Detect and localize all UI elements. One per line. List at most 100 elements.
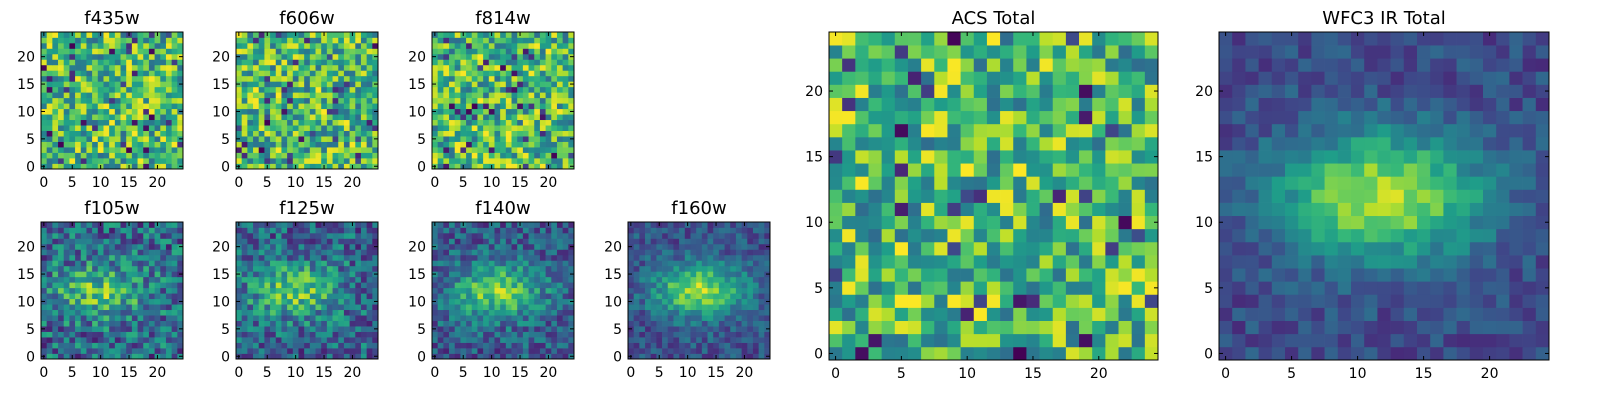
heatmap-cell: [973, 228, 988, 243]
heatmap-cell: [551, 152, 558, 159]
heatmap-cell: [332, 232, 339, 239]
heatmap-cell: [281, 119, 288, 126]
heatmap-cell: [52, 136, 59, 142]
heatmap-cell: [109, 103, 116, 110]
heatmap-cell: [488, 337, 495, 343]
heatmap-cell: [253, 92, 260, 99]
heatmap-cell: [437, 260, 444, 267]
heatmap-cell: [92, 260, 99, 267]
heatmap-cell: [103, 276, 110, 283]
heatmap-cell: [437, 238, 444, 245]
heatmap-cell: [483, 103, 490, 110]
heatmap-cell: [258, 282, 265, 289]
heatmap-cell: [287, 70, 294, 77]
heatmap-cell: [275, 163, 282, 170]
heatmap-cell: [673, 249, 680, 256]
heatmap-cell: [921, 320, 935, 335]
heatmap-cell: [1065, 189, 1080, 203]
heatmap-cell: [41, 92, 48, 99]
heatmap-cell: [545, 141, 552, 148]
heatmap-cell: [443, 114, 450, 121]
heatmap-cell: [366, 271, 373, 278]
heatmap-cell: [528, 158, 535, 164]
heatmap-cell: [517, 103, 524, 110]
heatmap-cell: [103, 326, 110, 332]
heatmap-cell: [724, 227, 731, 234]
heatmap-cell: [466, 152, 473, 159]
heatmap-cell: [349, 70, 356, 77]
heatmap-cell: [505, 152, 512, 159]
heatmap-cell: [258, 130, 265, 137]
heatmap-cell: [633, 326, 640, 332]
heatmap-cell: [466, 53, 473, 60]
heatmap-cell: [539, 227, 546, 234]
heatmap-cell: [292, 265, 299, 272]
heatmap-cell: [960, 215, 975, 230]
heatmap-cell: [281, 260, 288, 267]
heatmap-cell: [534, 158, 541, 164]
heatmap-cell: [372, 37, 379, 44]
heatmap-cell: [360, 103, 367, 110]
heatmap-cell: [1131, 176, 1146, 190]
heatmap-cell: [154, 119, 161, 126]
heatmap-cell: [1039, 202, 1054, 217]
heatmap-cell: [471, 53, 478, 60]
heatmap-cell: [707, 227, 714, 234]
heatmap-cell: [633, 265, 640, 272]
heatmap-cell: [921, 202, 935, 217]
heatmap-cell: [449, 59, 456, 66]
heatmap-cell: [332, 287, 339, 294]
heatmap-cell: [338, 108, 345, 115]
heatmap-cell: [46, 265, 53, 272]
heatmap-cell: [522, 114, 529, 121]
heatmap-cell: [517, 92, 524, 99]
heatmap-cell: [154, 337, 161, 343]
heatmap-cell: [1079, 255, 1093, 269]
heatmap-cell: [154, 320, 161, 327]
heatmap-cell: [372, 70, 379, 77]
heatmap-cell: [764, 222, 771, 228]
heatmap-cell: [292, 315, 299, 321]
heatmap-cell: [126, 158, 133, 164]
heatmap-cell: [275, 130, 282, 137]
heatmap-cell: [684, 348, 691, 354]
heatmap-cell: [511, 309, 518, 316]
heatmap-cell: [137, 158, 144, 164]
heatmap-cell: [562, 315, 569, 321]
heatmap-cell: [343, 70, 350, 77]
heatmap-cell: [568, 309, 575, 316]
heatmap-cell: [534, 342, 541, 349]
heatmap-cell: [500, 163, 507, 170]
heatmap-cell: [539, 304, 546, 311]
heatmap-cell: [662, 243, 669, 250]
heatmap-cell: [562, 163, 569, 170]
heatmap-cell: [741, 298, 748, 305]
heatmap-cell: [656, 227, 663, 234]
heatmap-cell: [960, 189, 975, 203]
heatmap-cell: [494, 304, 501, 311]
heatmap-cell: [97, 326, 104, 332]
heatmap-cell: [947, 346, 961, 361]
heatmap-cell: [696, 326, 703, 332]
heatmap-cell: [46, 86, 53, 93]
heatmap-cell: [528, 249, 535, 256]
heatmap-cell: [466, 81, 473, 88]
heatmap-cell: [97, 103, 104, 110]
heatmap-cell: [483, 282, 490, 289]
heatmap-cell: [696, 254, 703, 261]
heatmap-cell: [752, 260, 759, 267]
heatmap-cell: [332, 103, 339, 110]
heatmap-cell: [292, 249, 299, 256]
heatmap-cell: [46, 125, 53, 131]
heatmap-cell: [460, 114, 467, 121]
heatmap-cell: [177, 152, 184, 159]
heatmap-cell: [304, 315, 311, 321]
heatmap-cell: [275, 32, 282, 38]
heatmap-cell: [718, 222, 725, 228]
heatmap-cell: [287, 64, 294, 71]
heatmap-cell: [454, 163, 461, 170]
heatmap-cell: [236, 125, 243, 131]
x-tick-label: 5: [459, 175, 468, 191]
heatmap-cell: [46, 232, 53, 239]
heatmap-cell: [522, 53, 529, 60]
